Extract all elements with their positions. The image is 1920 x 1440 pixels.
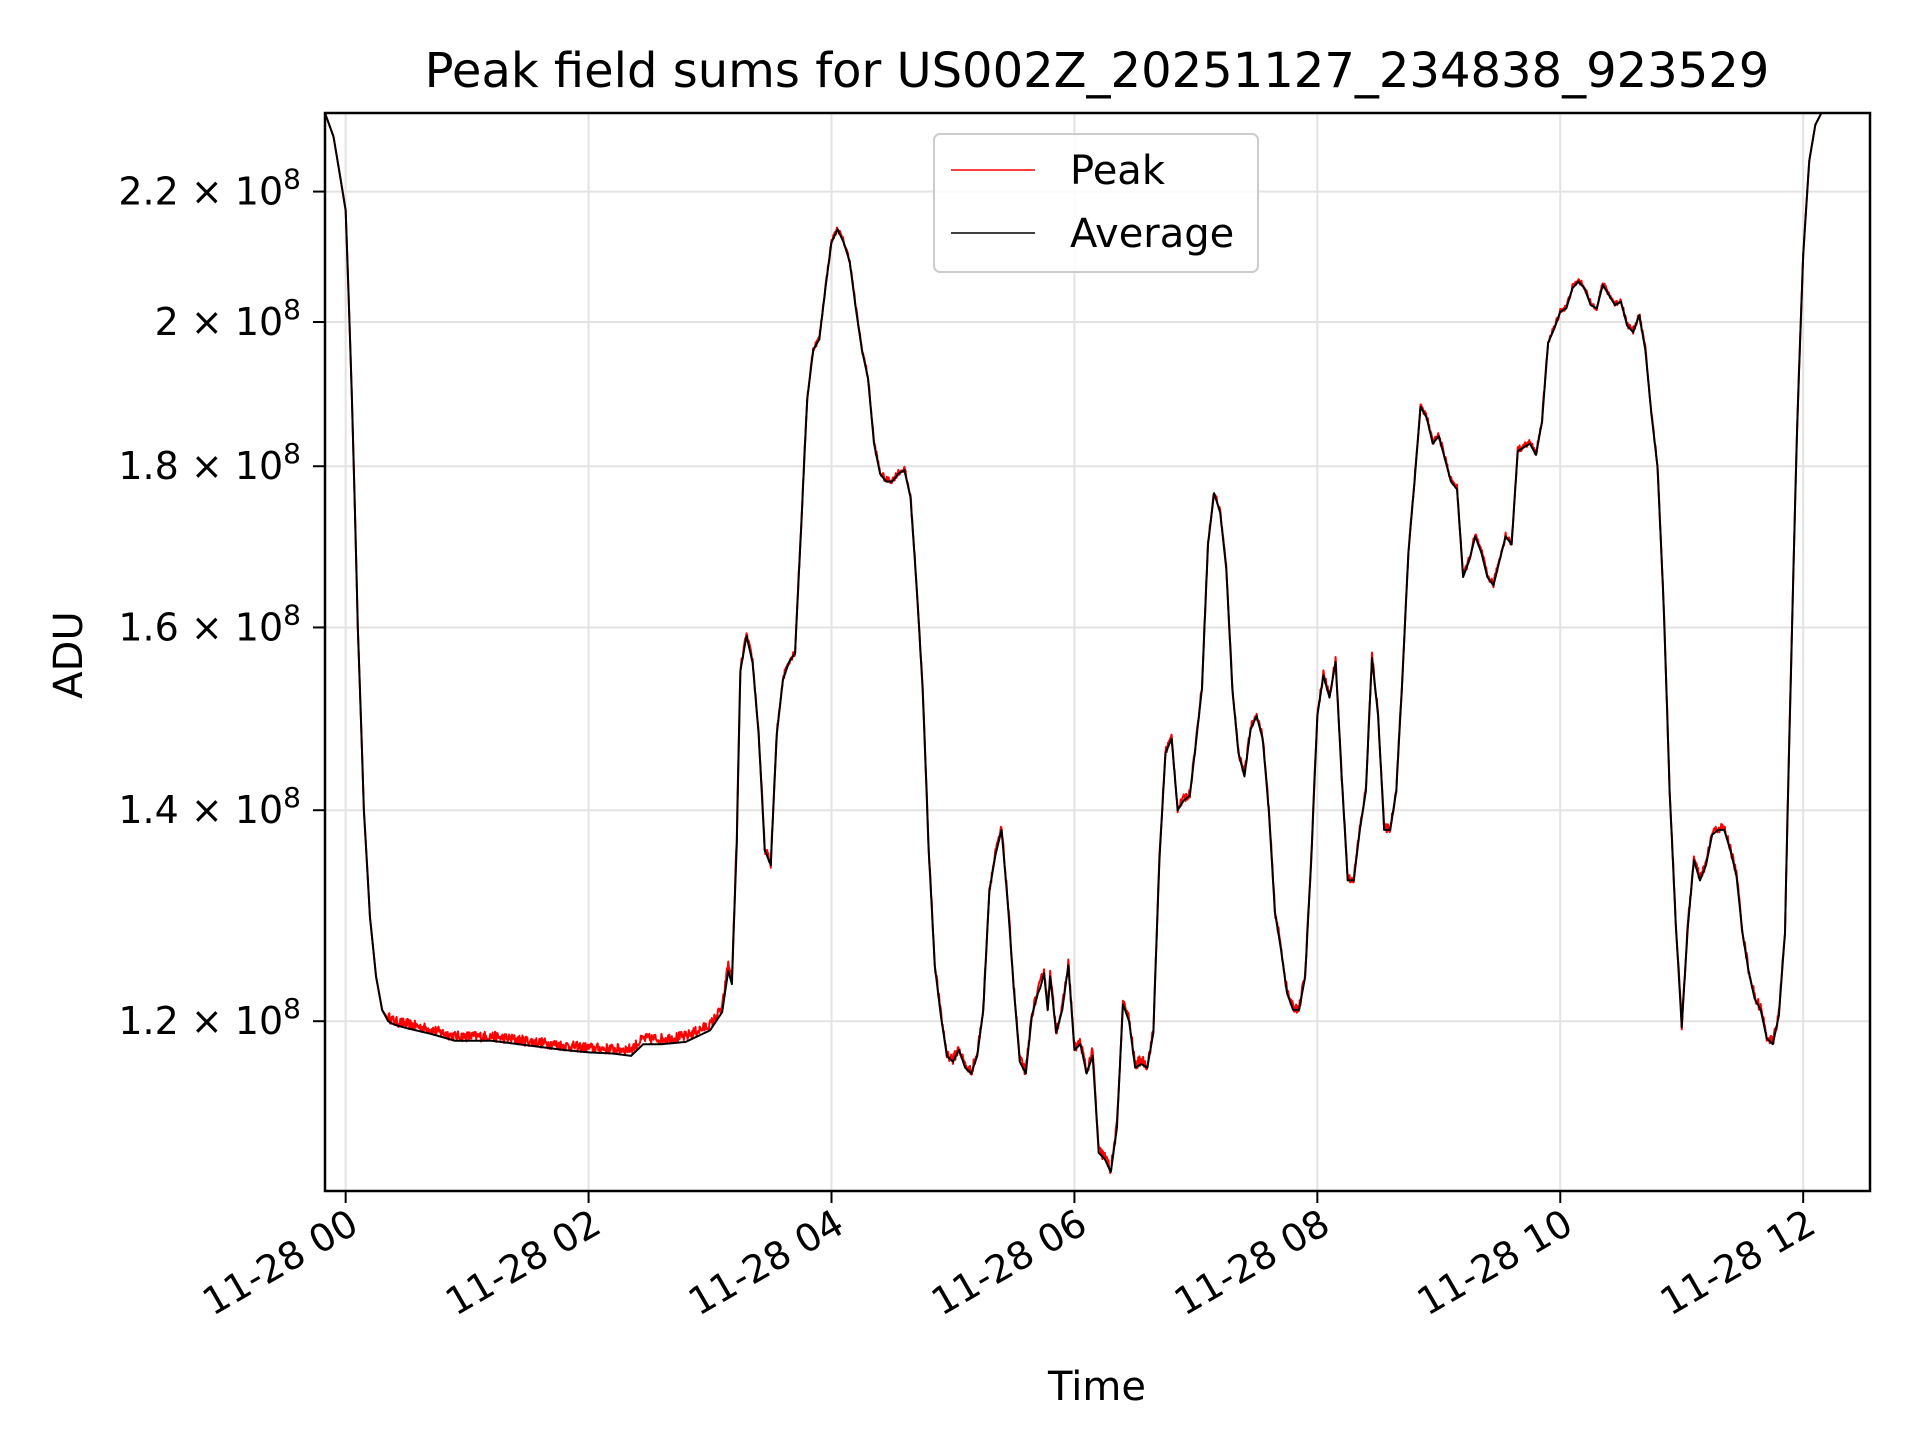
plot-frame — [323, 111, 1872, 1193]
y-axis-title: ADU — [46, 611, 92, 698]
grid — [325, 113, 1870, 1191]
y-tick-label: 2 × 108 — [155, 293, 301, 344]
legend-label-peak: Peak — [1070, 148, 1166, 194]
series-line-average — [325, 113, 1828, 1173]
legend: Peak Average — [933, 133, 1259, 273]
y-tick-label: 1.6 × 108 — [118, 598, 301, 649]
y-tick-label: 1.4 × 108 — [118, 781, 301, 832]
y-tick-label: 2.2 × 108 — [118, 163, 301, 214]
y-tick-label: 1.2 × 108 — [118, 992, 301, 1043]
legend-label-average: Average — [1070, 211, 1234, 257]
legend-box — [933, 133, 1259, 273]
y-tick-label: 1.8 × 108 — [118, 437, 301, 488]
y-axis: 1.2 × 108 1.4 × 108 1.6 × 108 1.8 × 108 2 × … — [118, 163, 325, 1043]
chart-title: Peak field sums for US002Z_20251127_2348… — [425, 43, 1770, 99]
x-axis-title: Time — [1047, 1364, 1146, 1410]
series-group — [325, 113, 1828, 1175]
